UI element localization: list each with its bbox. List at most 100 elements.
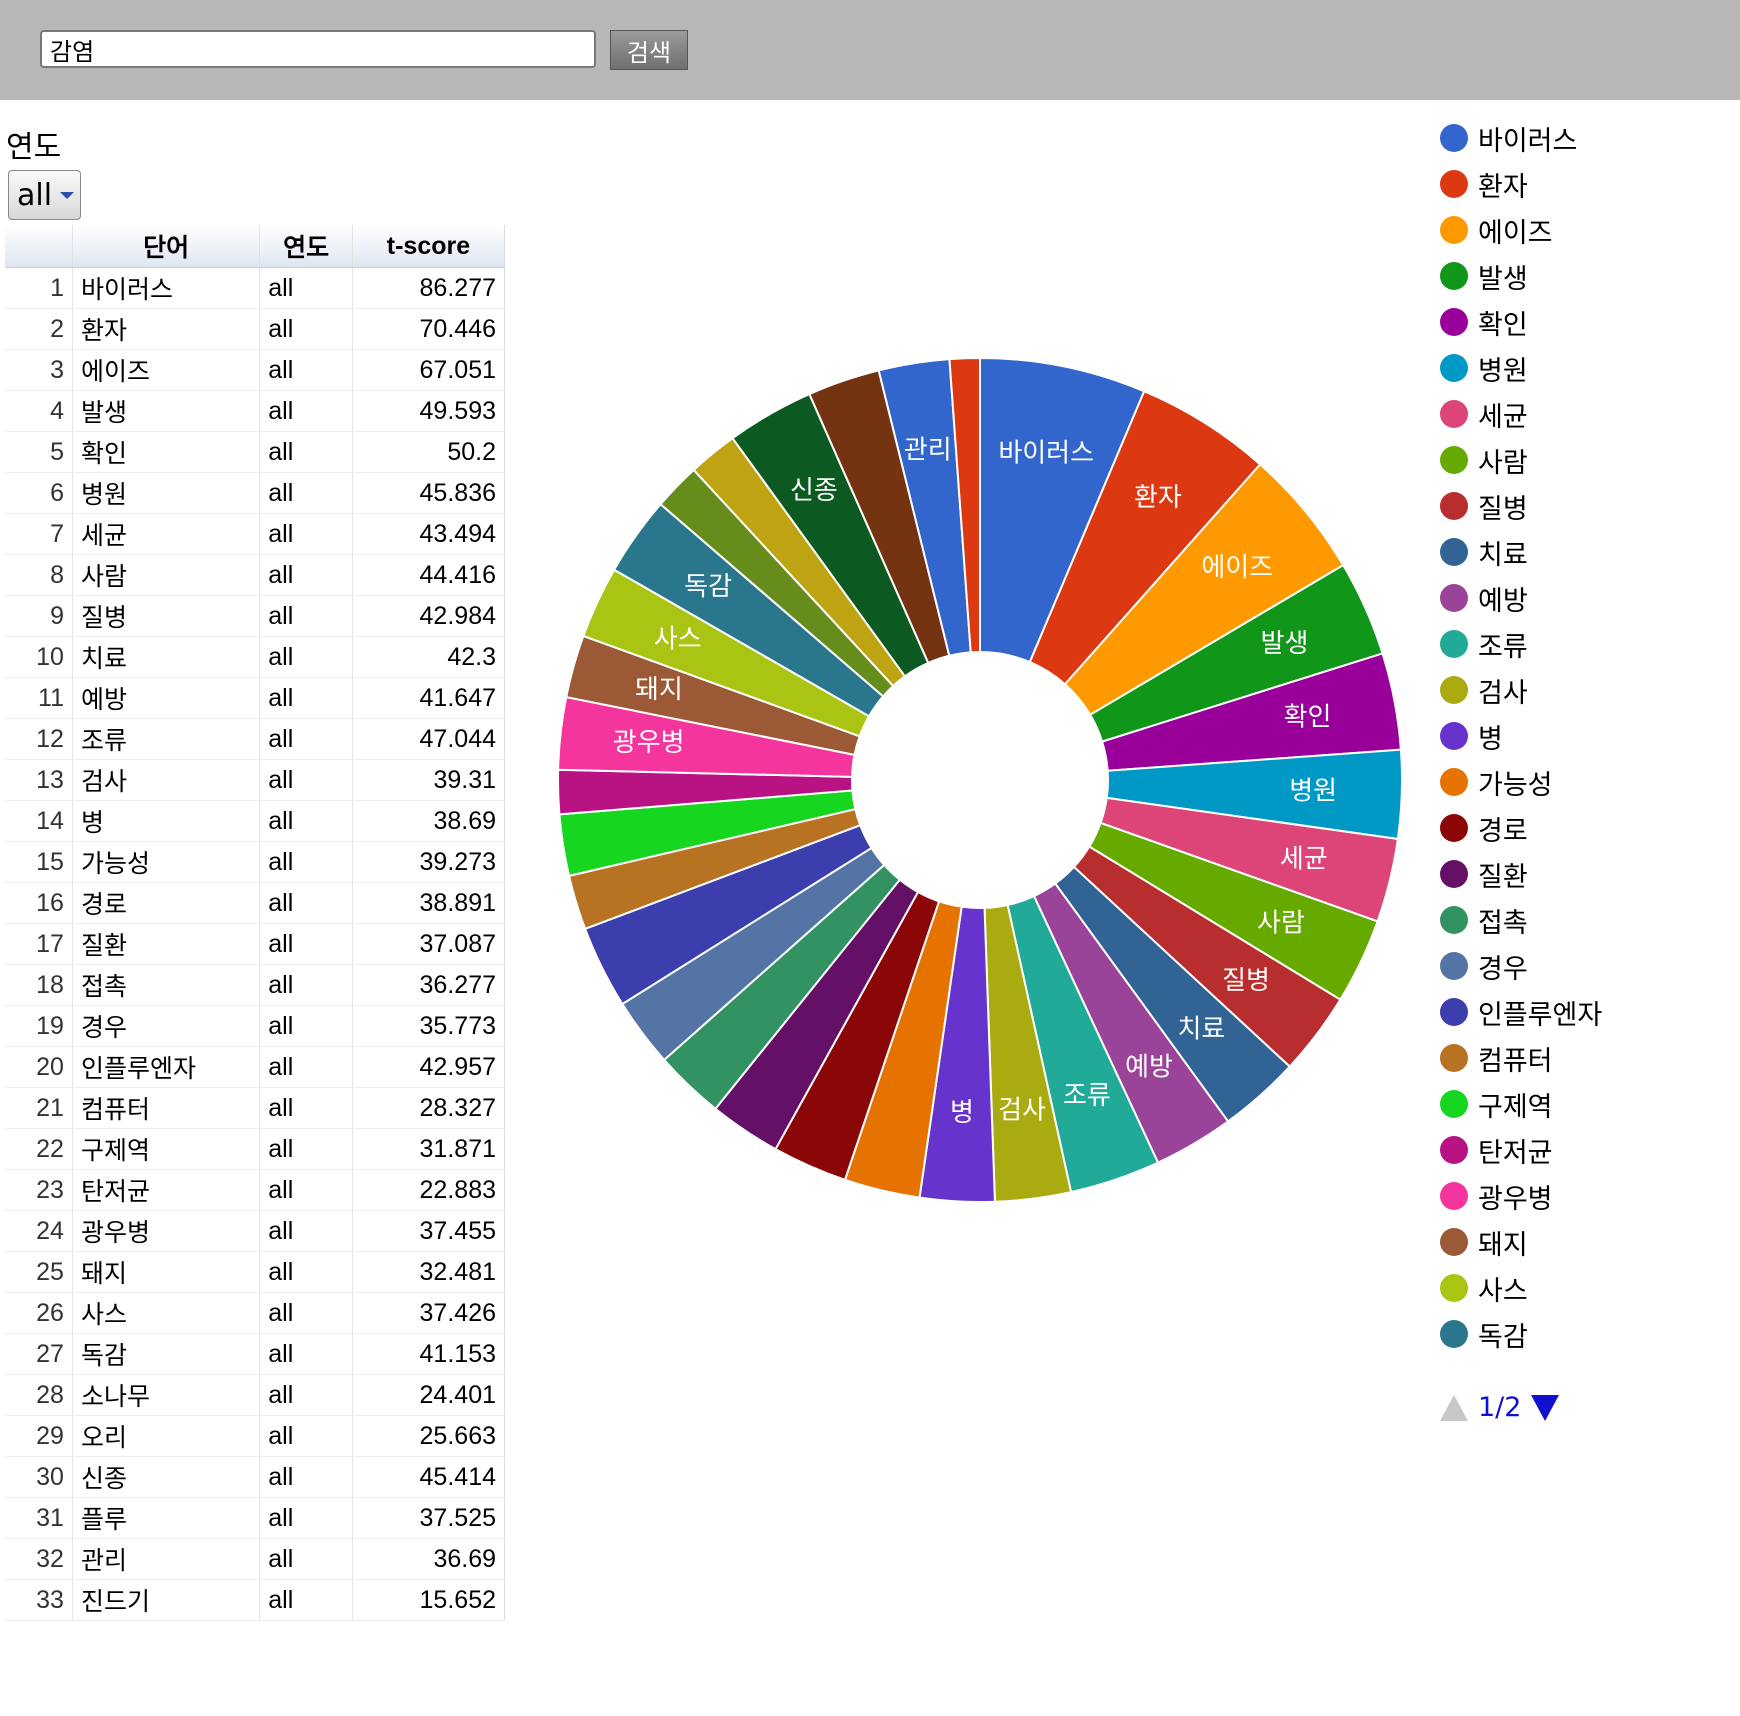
row-tscore: 41.647 (352, 677, 506, 719)
row-index: 32 (5, 1538, 73, 1580)
table-row[interactable]: 18 접촉 all 36.277 (5, 964, 506, 1006)
table-row[interactable]: 9 질병 all 42.984 (5, 595, 506, 637)
column-header-index[interactable] (5, 225, 73, 268)
row-word: 바이러스 (72, 267, 261, 309)
row-word: 돼지 (72, 1251, 261, 1293)
table-row[interactable]: 4 발생 all 49.593 (5, 390, 506, 432)
table-row[interactable]: 23 탄저균 all 22.883 (5, 1169, 506, 1211)
row-word: 오리 (72, 1415, 261, 1457)
table-row[interactable]: 16 경로 all 38.891 (5, 882, 506, 924)
row-index: 2 (5, 308, 73, 350)
table-row[interactable]: 6 병원 all 45.836 (5, 472, 506, 514)
table-row[interactable]: 12 조류 all 47.044 (5, 718, 506, 760)
column-header-word[interactable]: 단어 (72, 225, 261, 268)
legend-item[interactable]: 조류 (1440, 624, 1528, 664)
table-row[interactable]: 1 바이러스 all 86.277 (5, 267, 506, 309)
row-year: all (259, 1374, 353, 1416)
row-tscore: 42.3 (352, 636, 506, 678)
search-input[interactable] (40, 30, 596, 68)
legend-item[interactable]: 컴퓨터 (1440, 1038, 1553, 1078)
legend-swatch (1440, 676, 1468, 704)
row-index: 16 (5, 882, 73, 924)
table-row[interactable]: 19 경우 all 35.773 (5, 1005, 506, 1047)
legend-item[interactable]: 경로 (1440, 808, 1528, 848)
legend-item[interactable]: 가능성 (1440, 762, 1553, 802)
table-row[interactable]: 33 진드기 all 15.652 (5, 1579, 506, 1621)
arrow-down-icon[interactable] (1531, 1394, 1560, 1421)
legend-swatch (1440, 446, 1468, 474)
year-select-value: all (17, 177, 53, 213)
legend-pager: 1/2 (1440, 1392, 1560, 1423)
table-row[interactable]: 31 플루 all 37.525 (5, 1497, 506, 1539)
legend-item[interactable]: 구제역 (1440, 1084, 1553, 1124)
row-index: 21 (5, 1087, 73, 1129)
legend-item[interactable]: 독감 (1440, 1314, 1528, 1354)
legend-item[interactable]: 접촉 (1440, 900, 1528, 940)
year-select[interactable]: all (8, 170, 81, 220)
row-index: 14 (5, 800, 73, 842)
slice-label: 조류 (1063, 1081, 1111, 1111)
row-year: all (259, 267, 353, 309)
row-tscore: 45.414 (352, 1456, 506, 1498)
legend-item[interactable]: 확인 (1440, 302, 1528, 342)
table-row[interactable]: 8 사람 all 44.416 (5, 554, 506, 596)
slice-label: 관리 (904, 436, 952, 466)
table-row[interactable]: 21 컴퓨터 all 28.327 (5, 1087, 506, 1129)
table-row[interactable]: 11 예방 all 41.647 (5, 677, 506, 719)
legend-item[interactable]: 검사 (1440, 670, 1528, 710)
legend-swatch (1440, 860, 1468, 888)
table-row[interactable]: 30 신종 all 45.414 (5, 1456, 506, 1498)
legend-label: 인플루엔자 (1478, 999, 1603, 1031)
legend-item[interactable]: 돼지 (1440, 1222, 1528, 1262)
search-button[interactable]: 검색 (610, 30, 688, 70)
legend-item[interactable]: 환자 (1440, 164, 1528, 204)
row-year: all (259, 923, 353, 965)
table-row[interactable]: 15 가능성 all 39.273 (5, 841, 506, 883)
legend-item[interactable]: 세균 (1440, 394, 1528, 434)
row-year: all (259, 677, 353, 719)
legend-item[interactable]: 질병 (1440, 486, 1528, 526)
legend-item[interactable]: 병원 (1440, 348, 1528, 388)
legend-item[interactable]: 발생 (1440, 256, 1528, 296)
row-index: 24 (5, 1210, 73, 1252)
legend-item[interactable]: 병 (1440, 716, 1503, 756)
legend-item[interactable]: 사람 (1440, 440, 1528, 480)
table-row[interactable]: 27 독감 all 41.153 (5, 1333, 506, 1375)
row-word: 에이즈 (72, 349, 261, 391)
table-row[interactable]: 13 검사 all 39.31 (5, 759, 506, 801)
table-row[interactable]: 32 관리 all 36.69 (5, 1538, 506, 1580)
table-row[interactable]: 26 사스 all 37.426 (5, 1292, 506, 1334)
column-header-tscore[interactable]: t-score (352, 225, 506, 268)
legend-label: 치료 (1478, 539, 1528, 571)
legend-item[interactable]: 광우병 (1440, 1176, 1553, 1216)
table-row[interactable]: 29 오리 all 25.663 (5, 1415, 506, 1457)
legend-item[interactable]: 사스 (1440, 1268, 1528, 1308)
legend-label: 컴퓨터 (1478, 1045, 1553, 1077)
legend-item[interactable]: 인플루엔자 (1440, 992, 1602, 1032)
table-row[interactable]: 24 광우병 all 37.455 (5, 1210, 506, 1252)
legend-item[interactable]: 경우 (1440, 946, 1528, 986)
slice-label: 치료 (1177, 1014, 1225, 1044)
table-row[interactable]: 28 소나무 all 24.401 (5, 1374, 506, 1416)
slice-label: 바이러스 (998, 438, 1094, 468)
table-row[interactable]: 14 병 all 38.69 (5, 800, 506, 842)
table-row[interactable]: 7 세균 all 43.494 (5, 513, 506, 555)
legend-label: 예방 (1478, 585, 1528, 617)
table-row[interactable]: 3 에이즈 all 67.051 (5, 349, 506, 391)
table-row[interactable]: 2 환자 all 70.446 (5, 308, 506, 350)
table-row[interactable]: 5 확인 all 50.2 (5, 431, 506, 473)
pie-slice[interactable] (948, 356, 981, 654)
legend-item[interactable]: 바이러스 (1440, 118, 1577, 158)
table-row[interactable]: 22 구제역 all 31.871 (5, 1128, 506, 1170)
table-row[interactable]: 10 치료 all 42.3 (5, 636, 506, 678)
table-row[interactable]: 20 인플루엔자 all 42.957 (5, 1046, 506, 1088)
legend-item[interactable]: 치료 (1440, 532, 1528, 572)
legend-item[interactable]: 예방 (1440, 578, 1528, 618)
table-row[interactable]: 17 질환 all 37.087 (5, 923, 506, 965)
slice-label: 예방 (1125, 1052, 1173, 1082)
legend-item[interactable]: 탄저균 (1440, 1130, 1553, 1170)
legend-item[interactable]: 에이즈 (1440, 210, 1553, 250)
table-row[interactable]: 25 돼지 all 32.481 (5, 1251, 506, 1293)
column-header-year[interactable]: 연도 (259, 225, 353, 268)
legend-item[interactable]: 질환 (1440, 854, 1528, 894)
